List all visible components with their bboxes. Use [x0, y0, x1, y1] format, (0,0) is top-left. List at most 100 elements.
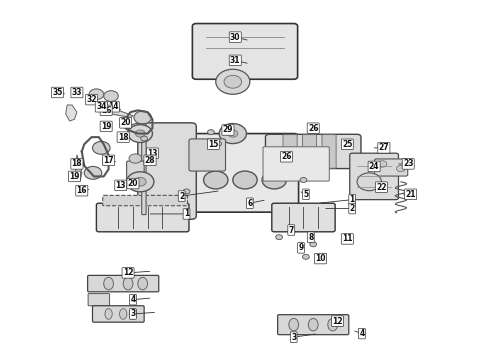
Text: 14: 14 — [108, 102, 119, 111]
Text: 13: 13 — [147, 149, 158, 158]
Circle shape — [128, 125, 152, 143]
Text: 19: 19 — [101, 122, 111, 131]
Text: 6: 6 — [247, 199, 252, 208]
Circle shape — [89, 89, 104, 100]
Circle shape — [134, 177, 146, 186]
FancyBboxPatch shape — [272, 203, 335, 232]
Text: 4: 4 — [130, 295, 136, 304]
Ellipse shape — [308, 319, 318, 331]
Ellipse shape — [104, 277, 114, 290]
Text: 16: 16 — [76, 186, 87, 195]
FancyBboxPatch shape — [193, 23, 297, 79]
Text: 33: 33 — [72, 88, 82, 97]
Circle shape — [128, 123, 146, 136]
Text: 11: 11 — [342, 234, 353, 243]
Polygon shape — [109, 109, 133, 117]
Circle shape — [300, 177, 307, 183]
Circle shape — [135, 130, 145, 137]
Text: 12: 12 — [332, 316, 343, 325]
FancyBboxPatch shape — [103, 195, 188, 206]
Text: 24: 24 — [369, 162, 379, 171]
Ellipse shape — [138, 277, 147, 290]
Text: 17: 17 — [103, 156, 114, 165]
Ellipse shape — [105, 309, 112, 319]
Circle shape — [262, 171, 287, 189]
Circle shape — [129, 154, 142, 163]
Circle shape — [228, 130, 238, 137]
Text: 28: 28 — [145, 156, 155, 165]
FancyBboxPatch shape — [93, 306, 144, 322]
FancyBboxPatch shape — [302, 135, 317, 168]
Text: 16: 16 — [101, 106, 111, 115]
Text: 21: 21 — [405, 190, 416, 199]
Text: 23: 23 — [403, 159, 414, 168]
FancyBboxPatch shape — [322, 135, 336, 168]
Text: 26: 26 — [308, 124, 319, 133]
FancyBboxPatch shape — [126, 161, 144, 183]
Text: 22: 22 — [376, 183, 387, 192]
FancyBboxPatch shape — [278, 315, 349, 335]
Circle shape — [219, 123, 246, 144]
Text: 18: 18 — [72, 159, 82, 168]
Text: 29: 29 — [222, 126, 233, 135]
Text: 3: 3 — [291, 333, 296, 342]
FancyBboxPatch shape — [182, 134, 298, 212]
Text: 3: 3 — [130, 310, 136, 319]
Text: 19: 19 — [69, 172, 80, 181]
Polygon shape — [66, 105, 77, 121]
Circle shape — [233, 171, 257, 189]
Circle shape — [276, 235, 283, 240]
Text: 31: 31 — [230, 56, 241, 65]
Text: 12: 12 — [123, 268, 133, 277]
Ellipse shape — [120, 309, 127, 319]
Text: 9: 9 — [298, 243, 304, 252]
Text: 2: 2 — [349, 204, 355, 213]
Text: 35: 35 — [52, 88, 63, 97]
FancyBboxPatch shape — [138, 123, 196, 219]
Circle shape — [183, 189, 190, 194]
Circle shape — [126, 172, 154, 192]
FancyBboxPatch shape — [374, 159, 408, 176]
Text: 20: 20 — [128, 179, 138, 188]
Ellipse shape — [123, 277, 133, 290]
FancyBboxPatch shape — [283, 135, 297, 168]
Text: 26: 26 — [281, 152, 292, 161]
Text: 1: 1 — [184, 210, 189, 219]
FancyBboxPatch shape — [263, 147, 329, 181]
FancyBboxPatch shape — [88, 294, 110, 306]
FancyBboxPatch shape — [142, 124, 146, 215]
Text: 34: 34 — [96, 102, 106, 111]
Circle shape — [396, 165, 405, 172]
Circle shape — [310, 242, 317, 247]
Circle shape — [357, 173, 381, 191]
Text: 18: 18 — [118, 132, 128, 141]
Text: 25: 25 — [342, 140, 352, 149]
Text: 15: 15 — [208, 140, 219, 149]
Text: 27: 27 — [379, 143, 389, 152]
FancyBboxPatch shape — [88, 275, 159, 292]
Circle shape — [216, 69, 250, 94]
Circle shape — [93, 141, 110, 154]
Ellipse shape — [289, 319, 298, 331]
Text: 30: 30 — [230, 33, 241, 42]
FancyBboxPatch shape — [350, 153, 398, 200]
Circle shape — [207, 130, 214, 135]
Text: 7: 7 — [289, 225, 294, 234]
Circle shape — [203, 171, 228, 189]
Circle shape — [215, 141, 221, 146]
Circle shape — [378, 161, 387, 167]
FancyBboxPatch shape — [266, 134, 361, 168]
Circle shape — [224, 75, 242, 88]
Text: 20: 20 — [121, 118, 131, 127]
Text: 5: 5 — [303, 190, 309, 199]
Text: 8: 8 — [308, 233, 314, 242]
Circle shape — [104, 91, 118, 102]
Circle shape — [302, 254, 309, 259]
Circle shape — [84, 166, 102, 179]
Text: 13: 13 — [116, 181, 126, 190]
Circle shape — [134, 111, 151, 124]
Circle shape — [141, 136, 147, 141]
Text: 2: 2 — [179, 192, 184, 201]
Text: 1: 1 — [349, 195, 355, 204]
Polygon shape — [75, 155, 82, 180]
